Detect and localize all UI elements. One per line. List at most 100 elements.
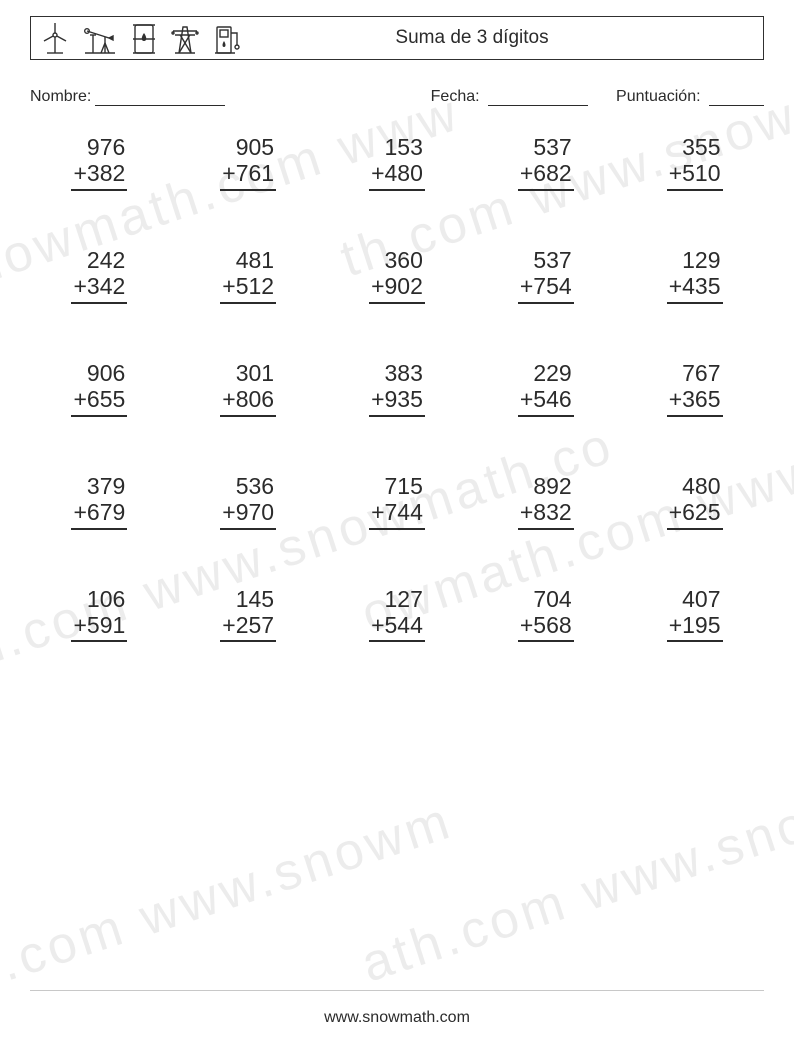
problem: 145+257 (179, 586, 318, 643)
addend-bottom: +568 (518, 612, 574, 642)
meta-score: Puntuación: (616, 88, 764, 106)
header-icons (31, 21, 241, 55)
problem: 536+970 (179, 473, 318, 530)
addend-top: 153 (369, 134, 425, 160)
addend-bottom: +480 (369, 160, 425, 190)
problem: 379+679 (30, 473, 169, 530)
date-blank[interactable] (488, 89, 588, 106)
oil-barrel-icon (131, 21, 157, 55)
addend-top: 704 (518, 586, 574, 612)
problem: 767+365 (625, 360, 764, 417)
watermark-text: ath.com www.snowm (354, 766, 794, 995)
problem: 360+902 (328, 247, 467, 304)
addend-top: 976 (71, 134, 127, 160)
problem: 537+682 (476, 134, 615, 191)
addend-bottom: +625 (667, 499, 723, 529)
addend-bottom: +970 (220, 499, 276, 529)
addend-bottom: +832 (518, 499, 574, 529)
problem: 537+754 (476, 247, 615, 304)
addend-top: 537 (518, 247, 574, 273)
addend-bottom: +682 (518, 160, 574, 190)
problem: 383+935 (328, 360, 467, 417)
addend-top: 536 (220, 473, 276, 499)
content: Suma de 3 dígitos Nombre: Fecha: Puntuac… (0, 16, 794, 642)
problem: 976+382 (30, 134, 169, 191)
problem: 704+568 (476, 586, 615, 643)
problem: 301+806 (179, 360, 318, 417)
problem: 892+832 (476, 473, 615, 530)
problem: 906+655 (30, 360, 169, 417)
problem: 481+512 (179, 247, 318, 304)
page-title: Suma de 3 dígitos (241, 27, 763, 49)
name-label: Nombre: (30, 88, 91, 106)
addend-bottom: +679 (71, 499, 127, 529)
addend-bottom: +510 (667, 160, 723, 190)
problem: 715+744 (328, 473, 467, 530)
score-label: Puntuación: (616, 88, 701, 105)
addend-bottom: +512 (220, 273, 276, 303)
fuel-pump-icon (213, 21, 241, 55)
addend-top: 407 (667, 586, 723, 612)
meta-name: Nombre: (30, 88, 431, 106)
meta-row: Nombre: Fecha: Puntuación: (30, 88, 764, 106)
problem: 905+761 (179, 134, 318, 191)
power-tower-icon (171, 21, 199, 55)
addend-top: 355 (667, 134, 723, 160)
addend-bottom: +195 (667, 612, 723, 642)
problem: 129+435 (625, 247, 764, 304)
addend-bottom: +761 (220, 160, 276, 190)
footer-url: www.snowmath.com (0, 1009, 794, 1027)
name-blank[interactable] (95, 89, 225, 106)
score-blank[interactable] (709, 89, 764, 106)
watermark-text: th.com www.snowm (0, 791, 460, 1010)
addend-top: 906 (71, 360, 127, 386)
problem: 229+546 (476, 360, 615, 417)
problem-grid: 976+382905+761153+480537+682355+510242+3… (30, 134, 764, 642)
addend-top: 480 (667, 473, 723, 499)
oil-pump-icon (83, 21, 117, 55)
addend-top: 537 (518, 134, 574, 160)
problem: 242+342 (30, 247, 169, 304)
worksheet-page: nowmath.com wwwth.com www.snowmth.com ww… (0, 0, 794, 1053)
addend-bottom: +382 (71, 160, 127, 190)
addend-top: 383 (369, 360, 425, 386)
addend-top: 129 (667, 247, 723, 273)
addend-top: 767 (667, 360, 723, 386)
addend-top: 481 (220, 247, 276, 273)
problem: 153+480 (328, 134, 467, 191)
addend-bottom: +342 (71, 273, 127, 303)
addend-bottom: +544 (369, 612, 425, 642)
addend-top: 301 (220, 360, 276, 386)
addend-bottom: +902 (369, 273, 425, 303)
meta-date: Fecha: (431, 88, 588, 106)
addend-top: 360 (369, 247, 425, 273)
addend-top: 892 (518, 473, 574, 499)
addend-top: 715 (369, 473, 425, 499)
addend-bottom: +546 (518, 386, 574, 416)
addend-bottom: +591 (71, 612, 127, 642)
addend-top: 106 (71, 586, 127, 612)
problem: 480+625 (625, 473, 764, 530)
addend-top: 242 (71, 247, 127, 273)
addend-top: 145 (220, 586, 276, 612)
problem: 127+544 (328, 586, 467, 643)
addend-bottom: +365 (667, 386, 723, 416)
addend-bottom: +655 (71, 386, 127, 416)
header-bar: Suma de 3 dígitos (30, 16, 764, 60)
wind-turbine-icon (41, 21, 69, 55)
addend-top: 127 (369, 586, 425, 612)
addend-bottom: +744 (369, 499, 425, 529)
addend-bottom: +754 (518, 273, 574, 303)
addend-top: 229 (518, 360, 574, 386)
addend-bottom: +257 (220, 612, 276, 642)
problem: 355+510 (625, 134, 764, 191)
addend-bottom: +435 (667, 273, 723, 303)
addend-top: 379 (71, 473, 127, 499)
footer-rule (30, 990, 764, 991)
addend-bottom: +806 (220, 386, 276, 416)
problem: 106+591 (30, 586, 169, 643)
date-label: Fecha: (431, 88, 480, 105)
problem: 407+195 (625, 586, 764, 643)
addend-bottom: +935 (369, 386, 425, 416)
addend-top: 905 (220, 134, 276, 160)
